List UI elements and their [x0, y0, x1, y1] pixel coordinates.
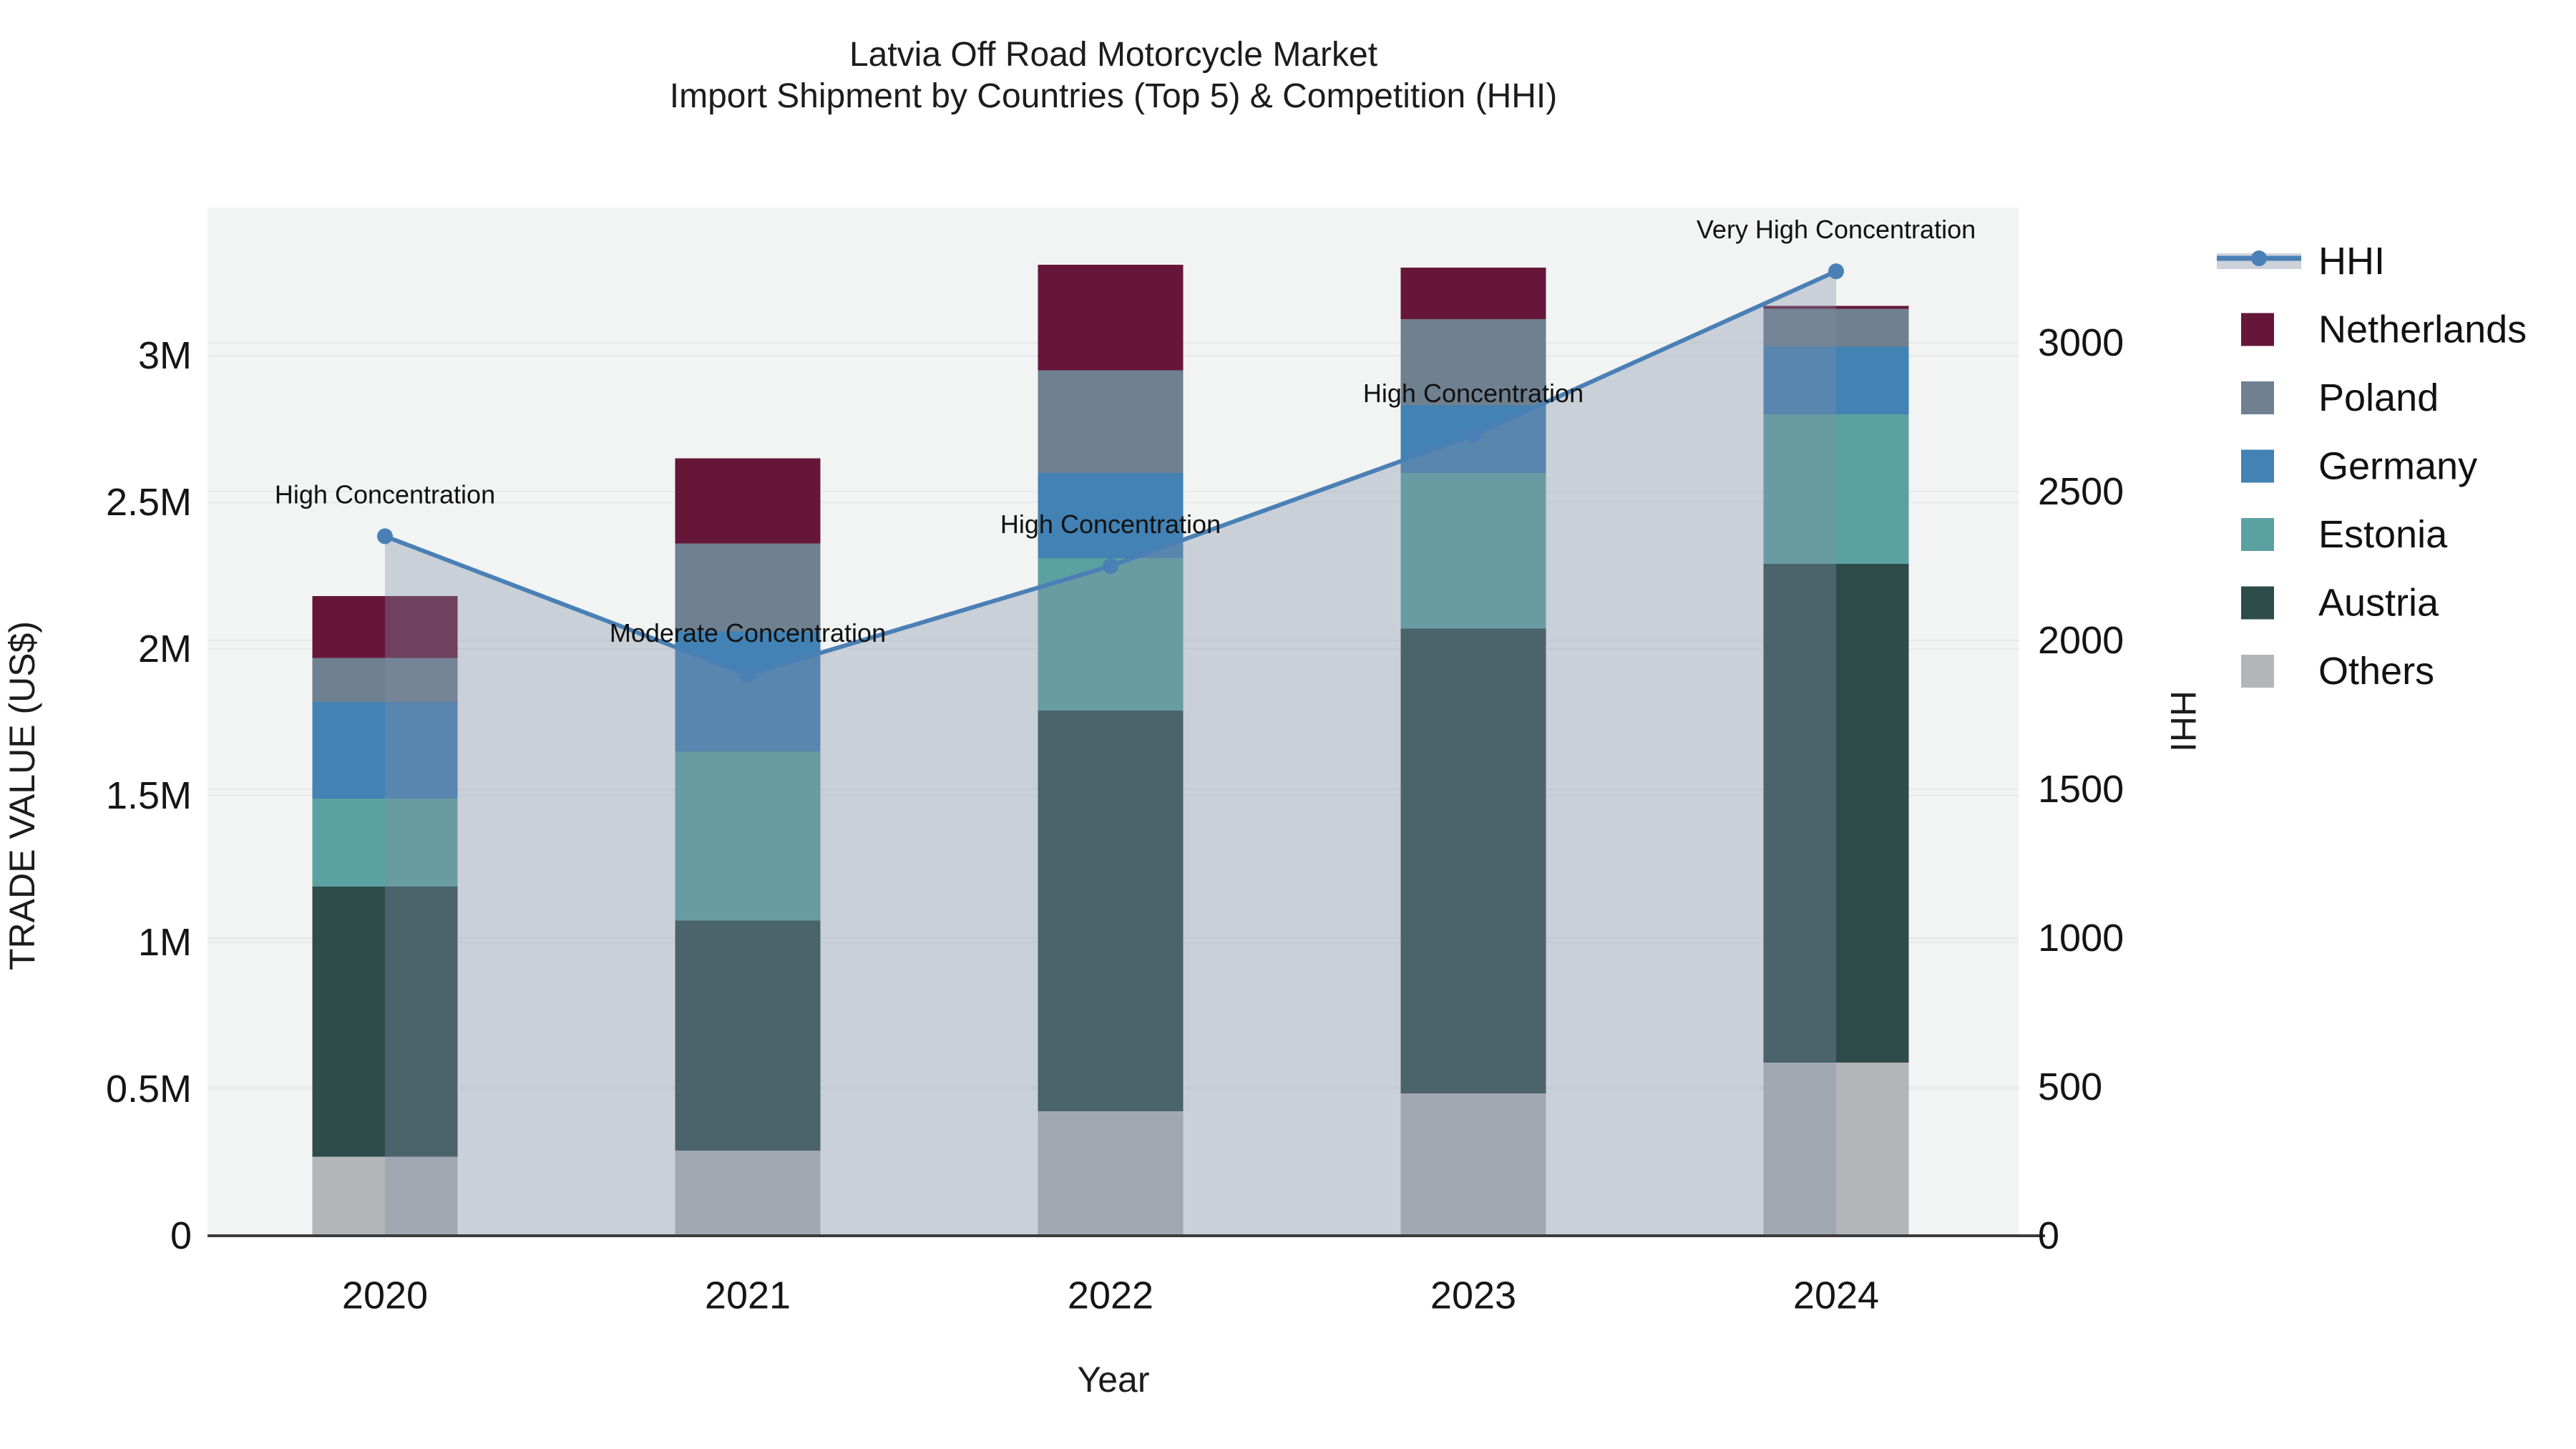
- legend-label-hhi: HHI: [2318, 240, 2385, 283]
- legend-label-poland: Poland: [2318, 376, 2439, 419]
- bar-segment-estonia-2021: [675, 751, 821, 921]
- bar-segment-netherlands-2023: [1400, 268, 1546, 319]
- hhi-marker-2024: [1828, 263, 1844, 280]
- bar-segment-estonia-2022: [1038, 557, 1184, 711]
- legend-swatch-austria: [2241, 586, 2274, 620]
- y-tick-left-1.5M: 1.5M: [106, 774, 192, 817]
- x-tick-2021: 2021: [705, 1274, 791, 1317]
- y-tick-right-1000: 1000: [2038, 917, 2124, 960]
- legend-swatch-others: [2241, 655, 2274, 688]
- legend-label-austria: Austria: [2318, 582, 2439, 625]
- hhi-area-fill: [385, 271, 1836, 1236]
- bar-segment-germany-2020: [312, 701, 458, 799]
- bar-segment-netherlands-2021: [675, 458, 821, 544]
- chart-title-line1: Latvia Off Road Motorcycle Market: [849, 36, 1377, 74]
- y-axis-title: TRADE VALUE (US$): [2, 621, 42, 970]
- hhi-marker-2021: [740, 666, 756, 683]
- y-tick-left-0.5M: 0.5M: [106, 1068, 192, 1111]
- bar-segment-austria-2022: [1038, 711, 1184, 1111]
- legend-label-germany: Germany: [2318, 445, 2477, 488]
- legend-label-estonia: Estonia: [2318, 513, 2448, 556]
- annotation-2024: Very High Concentration: [1697, 215, 1976, 244]
- bar-segment-poland-2020: [312, 658, 458, 702]
- legend: HHI Netherlands Poland Germany Estonia Austri…: [2217, 240, 2527, 693]
- bar-segment-poland-2024: [1763, 308, 1909, 347]
- x-tick-2020: 2020: [342, 1274, 428, 1317]
- bar-segment-others-2022: [1038, 1111, 1184, 1236]
- bar-segment-germany-2024: [1763, 346, 1909, 414]
- bar-segment-austria-2023: [1400, 628, 1546, 1094]
- x-tick-2022: 2022: [1068, 1274, 1153, 1317]
- y-tick-right-500: 500: [2038, 1065, 2102, 1108]
- legend-swatch-germany: [2241, 449, 2274, 483]
- y-tick-left-0: 0: [170, 1214, 192, 1257]
- bar-segment-austria-2020: [312, 887, 458, 1157]
- legend-swatch-hhi-marker: [2251, 250, 2267, 266]
- bar-segment-others-2020: [312, 1156, 458, 1236]
- y-tick-right-0: 0: [2038, 1214, 2059, 1257]
- bar-segment-estonia-2020: [312, 799, 458, 887]
- annotation-2023: High Concentration: [1363, 379, 1584, 408]
- y-tick-right-2500: 2500: [2038, 470, 2124, 513]
- legend-swatch-netherlands: [2241, 313, 2274, 346]
- y-tick-left-2M: 2M: [138, 628, 192, 670]
- x-tick-2024: 2024: [1793, 1274, 1879, 1317]
- bar-segment-others-2024: [1763, 1063, 1909, 1236]
- bar-segment-others-2021: [675, 1151, 821, 1236]
- bar-segment-netherlands-2024: [1763, 306, 1909, 309]
- bar-segment-germany-2022: [1038, 473, 1184, 558]
- bar-segment-germany-2021: [675, 631, 821, 752]
- bar-segment-netherlands-2022: [1038, 264, 1184, 371]
- y-tick-left-2.5M: 2.5M: [106, 481, 192, 524]
- bar-segment-others-2023: [1400, 1093, 1546, 1236]
- hhi-marker-2020: [377, 528, 393, 545]
- y2-axis-title: HHI: [2163, 691, 2203, 752]
- legend-swatch-estonia: [2241, 518, 2274, 551]
- chart-title-line2: Import Shipment by Countries (Top 5) & C…: [670, 77, 1557, 115]
- legend-label-others: Others: [2318, 650, 2434, 693]
- annotation-2021: Moderate Concentration: [610, 618, 886, 648]
- hhi-marker-2022: [1103, 558, 1118, 574]
- y-tick-right-2000: 2000: [2038, 619, 2124, 662]
- y-tick-right-3000: 3000: [2038, 321, 2124, 364]
- x-axis-title: Year: [1077, 1360, 1149, 1400]
- bar-segment-poland-2021: [675, 543, 821, 632]
- y-tick-left-3M: 3M: [138, 334, 192, 377]
- y-tick-left-1M: 1M: [138, 921, 192, 964]
- bar-segment-austria-2021: [675, 920, 821, 1151]
- bar-segment-estonia-2023: [1400, 473, 1546, 629]
- hhi-marker-2023: [1465, 426, 1481, 443]
- x-tick-2023: 2023: [1430, 1274, 1516, 1317]
- y-tick-right-1500: 1500: [2038, 768, 2124, 811]
- bar-segment-poland-2022: [1038, 370, 1184, 473]
- annotation-2022: High Concentration: [1000, 509, 1221, 539]
- legend-label-netherlands: Netherlands: [2318, 308, 2527, 351]
- annotation-2020: High Concentration: [275, 479, 495, 509]
- plot-area: High Concentration Moderate Concentration…: [106, 208, 2124, 1317]
- bar-segment-poland-2023: [1400, 318, 1546, 406]
- legend-swatch-poland: [2241, 381, 2274, 414]
- bar-segment-austria-2024: [1763, 564, 1909, 1063]
- bar-segment-estonia-2024: [1763, 414, 1909, 565]
- bar-segment-netherlands-2020: [312, 596, 458, 658]
